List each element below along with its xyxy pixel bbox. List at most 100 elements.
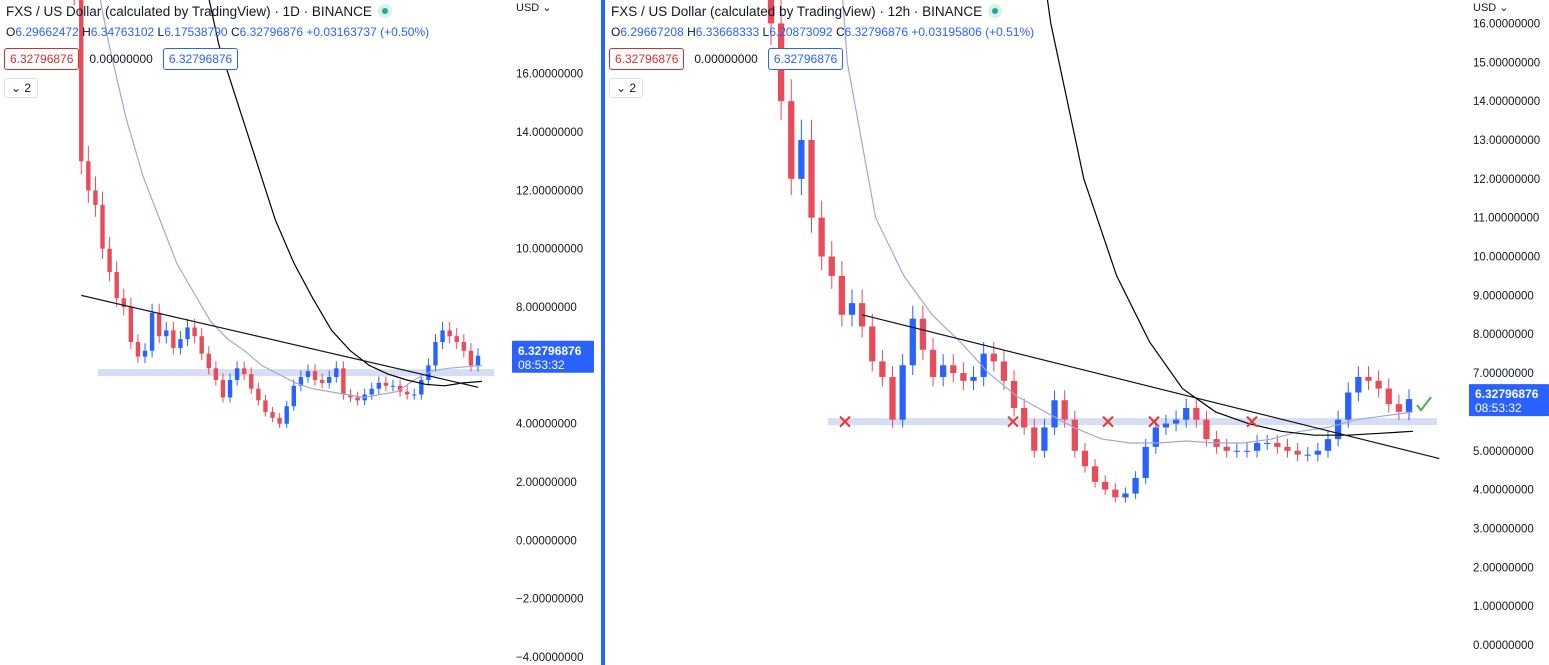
candle-body bbox=[128, 307, 134, 343]
change-value: +0.03195806 (+0.51%) bbox=[911, 25, 1035, 39]
price-axis-tick-label: 2.00000000 bbox=[516, 477, 577, 489]
price-axis-tick-label: 10.00000000 bbox=[1473, 252, 1540, 264]
candle-body bbox=[1324, 439, 1332, 451]
candle-body bbox=[1345, 392, 1352, 420]
candle-body bbox=[1041, 427, 1048, 451]
candle-body bbox=[341, 368, 346, 395]
candle-body bbox=[284, 406, 289, 424]
price-axis-tick-label: 5.00000000 bbox=[1473, 446, 1534, 458]
candle-body bbox=[1385, 388, 1392, 405]
ohlc-values: O6.29667208 H6.33668333 L6.20873092 C6.3… bbox=[611, 25, 1034, 39]
indicator-values: 6.32796876 0.00000000 6.32796876 bbox=[609, 48, 844, 70]
price-axis-tick-label: 10.00000000 bbox=[516, 244, 583, 256]
collapse-indicators-button[interactable]: ⌄ 2 bbox=[609, 78, 644, 98]
close-value: 6.32796876 bbox=[844, 25, 909, 39]
price-axis-tick-label: 7.00000000 bbox=[1473, 368, 1534, 380]
candle-body bbox=[461, 342, 467, 351]
moving-average-fast bbox=[842, 0, 1414, 444]
candle-body bbox=[1314, 450, 1321, 455]
currency-selector[interactable]: USD ⌄ bbox=[1473, 2, 1509, 14]
candle-body bbox=[220, 379, 226, 398]
candle-body bbox=[249, 374, 254, 389]
candle-body bbox=[970, 376, 977, 381]
price-axis-tick-label: 11.00000000 bbox=[1473, 213, 1539, 225]
chart-canvas-12h[interactable]: 16.00000000 15.00000000 14.00000000 13.0000… bbox=[605, 0, 1549, 665]
candle-body bbox=[1051, 400, 1058, 428]
chart-canvas-1d[interactable]: 16.00000000 14.00000000 12.00000000 10.0000… bbox=[0, 0, 601, 665]
open-key: O bbox=[6, 25, 16, 39]
currency-selector[interactable]: USD ⌄ bbox=[516, 2, 552, 14]
candle-body bbox=[848, 303, 856, 315]
support-zone bbox=[98, 369, 494, 377]
candle-body bbox=[1274, 442, 1281, 447]
price-axis-tick-label: 12.00000000 bbox=[516, 185, 583, 197]
touch-mark-x-icon bbox=[839, 415, 851, 428]
symbol-title[interactable]: FXS / US Dollar (calculated by TradingVi… bbox=[611, 4, 983, 19]
candle-body bbox=[1334, 419, 1342, 440]
candle-body bbox=[1193, 408, 1200, 420]
candle-body bbox=[838, 275, 846, 315]
candle-body bbox=[788, 101, 795, 179]
candle-body bbox=[454, 336, 459, 343]
market-open-dot-icon bbox=[377, 4, 392, 18]
candle-body bbox=[156, 312, 162, 337]
candle-body bbox=[859, 303, 866, 327]
candle-body bbox=[1355, 376, 1362, 393]
candle-body bbox=[86, 161, 91, 191]
candle-body bbox=[1243, 450, 1251, 452]
buy-price-box[interactable]: 6.32796876 bbox=[767, 48, 844, 70]
touch-mark-x-icon bbox=[1148, 415, 1160, 428]
candle-body bbox=[1172, 419, 1180, 424]
candle-body bbox=[1365, 376, 1372, 381]
check-mark-icon bbox=[1416, 396, 1432, 412]
market-open-dot-icon bbox=[988, 4, 1003, 18]
sell-price-box[interactable]: 6.32796876 bbox=[4, 48, 80, 70]
price-axis-tick-label: −4.00000000 bbox=[516, 652, 583, 664]
candle-body bbox=[135, 342, 141, 357]
candle-body bbox=[950, 365, 957, 374]
candle-body bbox=[1395, 404, 1403, 412]
price-axis-tick-label: 8.00000000 bbox=[516, 302, 577, 314]
close-key: C bbox=[835, 25, 845, 39]
bar-countdown-label: 08:53:32 bbox=[518, 358, 565, 372]
candle-body bbox=[879, 361, 886, 377]
high-key: H bbox=[82, 25, 91, 39]
candle-body bbox=[327, 377, 332, 383]
touch-mark-x-icon bbox=[1102, 415, 1114, 428]
chart-pane-1d[interactable]: 16.00000000 14.00000000 12.00000000 10.0000… bbox=[0, 0, 601, 665]
candle-body bbox=[1253, 442, 1261, 451]
legend-title: FXS / US Dollar (calculated by TradingVi… bbox=[6, 4, 392, 19]
candle-body bbox=[1162, 423, 1170, 428]
candle-body bbox=[1183, 408, 1190, 420]
close-key: C bbox=[230, 25, 240, 39]
candle-body bbox=[447, 330, 452, 337]
symbol-title[interactable]: FXS / US Dollar (calculated by TradingVi… bbox=[6, 4, 372, 19]
moving-average-fast bbox=[99, 0, 483, 399]
price-axis-tick-label: 4.00000000 bbox=[1473, 485, 1534, 497]
candle-body bbox=[818, 217, 825, 257]
candle-body bbox=[433, 342, 438, 366]
candle-body bbox=[798, 139, 805, 179]
candle-body bbox=[767, 0, 775, 24]
candle-body bbox=[298, 377, 304, 386]
trendline bbox=[861, 314, 1440, 460]
candle-body bbox=[376, 382, 382, 389]
indicator-count: 2 bbox=[24, 81, 32, 95]
candle-body bbox=[291, 385, 296, 407]
collapse-indicators-button[interactable]: ⌄ 2 bbox=[4, 78, 39, 98]
candle-body bbox=[1112, 489, 1119, 498]
current-price-label: 6.32796876 bbox=[518, 344, 582, 358]
candle-body bbox=[1122, 493, 1129, 498]
candle-body bbox=[79, 0, 84, 162]
candle-body bbox=[312, 371, 318, 380]
candle-body bbox=[1021, 408, 1028, 428]
candle-body bbox=[277, 417, 282, 424]
buy-price-box[interactable]: 6.32796876 bbox=[162, 48, 239, 70]
price-axis-tick-label: 15.00000000 bbox=[1473, 57, 1540, 69]
sell-price-box[interactable]: 6.32796876 bbox=[609, 48, 685, 70]
pane-divider[interactable] bbox=[601, 0, 605, 665]
candle-body bbox=[107, 248, 112, 273]
candle-body bbox=[960, 373, 967, 381]
price-axis-tick-label: 14.00000000 bbox=[516, 127, 583, 139]
chart-pane-12h[interactable]: 16.00000000 15.00000000 14.00000000 13.0000… bbox=[605, 0, 1549, 665]
